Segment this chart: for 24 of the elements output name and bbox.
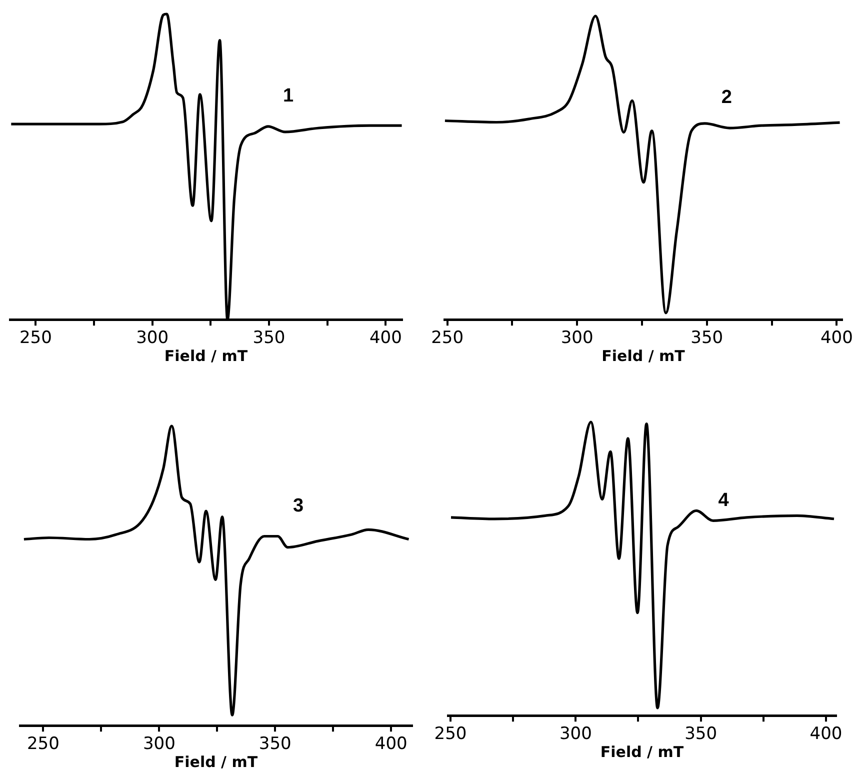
x-tick-label: 250: [19, 328, 52, 348]
x-tick-label: 250: [434, 724, 467, 744]
x-tick-label: 400: [374, 734, 408, 754]
x-tick-label: 400: [369, 328, 402, 348]
x-tick-label: 350: [258, 734, 292, 754]
annotation: 3: [293, 496, 304, 517]
annotation: 1: [283, 85, 294, 106]
x-axis-title: Field / mT: [602, 346, 686, 365]
x-tick-label: 250: [26, 734, 60, 754]
x-tick-label: 250: [431, 328, 464, 348]
x-tick-label: 350: [684, 724, 718, 744]
x-axis-title: Field / mT: [164, 346, 248, 365]
annotation: 2: [721, 86, 732, 108]
x-tick-label: 400: [810, 724, 842, 744]
x-tick-label: 400: [820, 328, 853, 348]
x-tick-label: 350: [252, 328, 286, 348]
x-tick-label: 300: [136, 328, 169, 348]
x-tick-label: 300: [559, 724, 592, 744]
x-tick-label: 350: [690, 328, 724, 348]
x-axis-title: Field / mT: [600, 742, 684, 761]
annotation: 4: [718, 490, 730, 511]
x-tick-label: 300: [560, 328, 594, 348]
x-tick-label: 300: [142, 734, 176, 754]
x-axis-title: Field / mT: [174, 752, 258, 771]
